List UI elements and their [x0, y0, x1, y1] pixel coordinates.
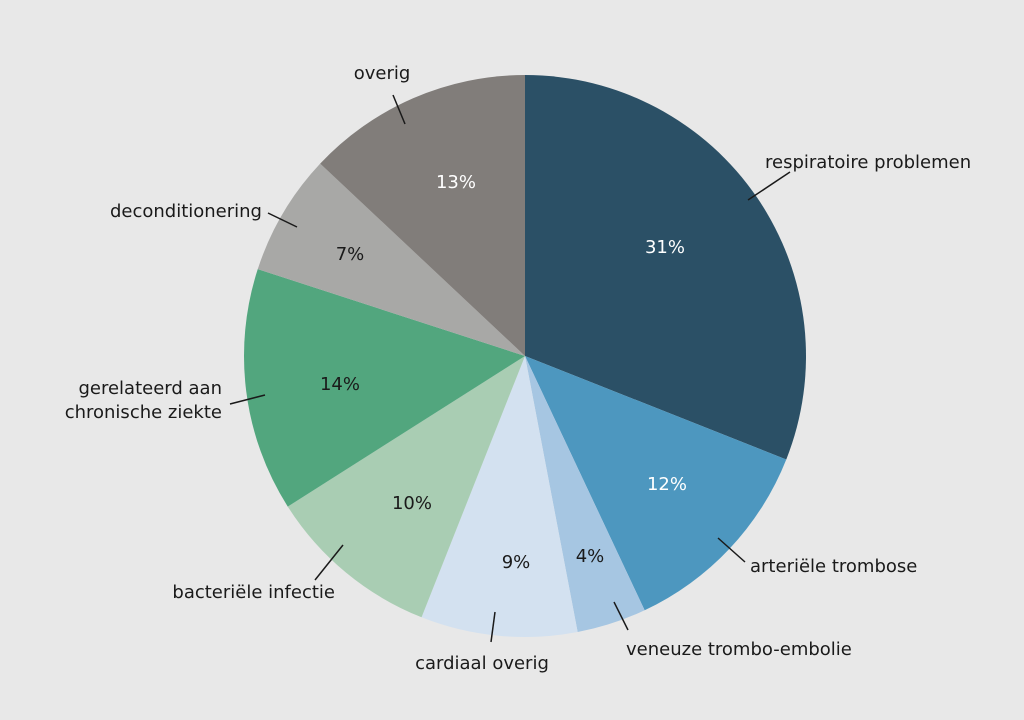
pie-slice-arteri-le-trombose	[525, 356, 787, 611]
leader-line-bacteri-le-infectie	[314, 544, 344, 581]
pie-slice-bacteri-le-infectie	[287, 356, 525, 618]
value-label-overig: 13%	[436, 172, 476, 193]
pie-slice-cardiaal-overig	[421, 356, 578, 637]
pie-slice-respiratoire-problemen	[525, 75, 806, 460]
pie-slice-overig	[320, 74, 525, 356]
pie-slice-gerelateerd-aan-chronische-ziekte	[244, 269, 525, 507]
value-label-veneuze-trombo-embolie: 4%	[576, 546, 605, 567]
leader-line-veneuze-trombo-embolie	[613, 601, 629, 631]
category-label-bacteri-le-infectie: bacteriële infectie	[172, 582, 335, 603]
value-label-gerelateerd-aan-chronische-ziekte: 14%	[320, 374, 360, 395]
category-label-gerelateerd-aan-chronische-ziekte-line-2: chronische ziekte	[65, 402, 222, 423]
category-label-respiratoire-problemen: respiratoire problemen	[765, 152, 971, 173]
pie-slice-deconditionering	[257, 163, 525, 356]
category-label-veneuze-trombo-embolie: veneuze trombo-embolie	[626, 639, 852, 660]
value-label-deconditionering: 7%	[336, 244, 365, 265]
leader-line-arteri-le-trombose	[717, 537, 746, 563]
leader-line-overig	[392, 94, 406, 125]
category-label-overig: overig	[354, 63, 411, 84]
value-label-respiratoire-problemen: 31%	[645, 237, 685, 258]
leader-line-cardiaal-overig	[490, 611, 496, 643]
value-label-bacteri-le-infectie: 10%	[392, 493, 432, 514]
value-label-cardiaal-overig: 9%	[502, 552, 531, 573]
leader-line-deconditionering	[267, 212, 298, 228]
category-label-deconditionering: deconditionering	[110, 201, 262, 222]
category-label-arteri-le-trombose: arteriële trombose	[750, 556, 917, 577]
leader-line-gerelateerd-aan-chronische-ziekte	[229, 394, 266, 405]
category-label-cardiaal-overig: cardiaal overig	[415, 653, 549, 674]
pie-slice-veneuze-trombo-embolie	[525, 356, 645, 633]
category-label-gerelateerd-aan-chronische-ziekte-line-1: gerelateerd aan	[78, 378, 222, 399]
value-label-arteri-le-trombose: 12%	[647, 474, 687, 495]
leader-line-respiratoire-problemen	[747, 171, 791, 201]
